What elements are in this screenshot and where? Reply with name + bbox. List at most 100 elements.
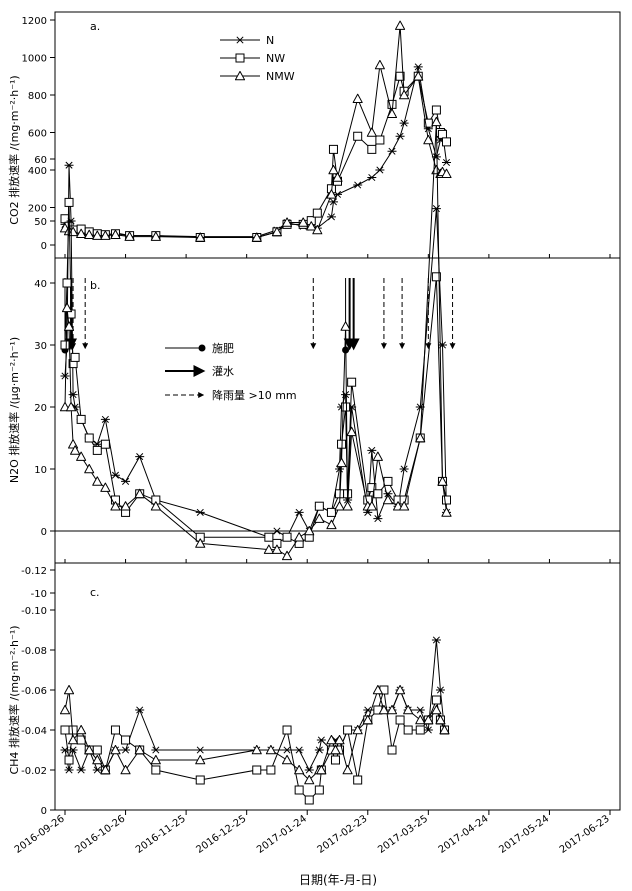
panel-a: a. 0 200 400 600 800 1000 1200 CO2 排放速率 /(mg·m… — [7, 11, 621, 259]
square-marker-nw — [442, 137, 451, 147]
triangle-marker-nmw — [84, 464, 95, 474]
legend-a-item-nmw: NMW — [220, 70, 295, 83]
x-tick-label: 2016-12-25 — [194, 813, 248, 855]
triangle-marker-nmw — [60, 705, 70, 715]
triangle-marker-nmw — [282, 550, 293, 561]
star-marker-n — [387, 147, 397, 155]
triangle-marker-nmw — [366, 127, 377, 137]
y-tick-label: 600 — [28, 129, 47, 140]
square-marker-nw — [415, 725, 425, 735]
star-marker-n — [366, 173, 377, 182]
star-marker-n — [92, 766, 103, 774]
square-marker-nw — [383, 476, 393, 486]
panel-a-plot — [60, 20, 452, 242]
legend-a-item-n: N — [220, 34, 274, 47]
x-tick-label: 2017-04-24 — [437, 813, 491, 855]
square-marker-nw — [92, 445, 102, 455]
y-tick-label: 0 — [41, 527, 47, 538]
panel-c-y-axis: 0 -0.02 -0.04 -0.06 -0.08 -0.10 -0.12 — [21, 566, 55, 817]
y-tick-label: -0.12 — [21, 566, 47, 577]
triangle-marker-nmw — [76, 725, 87, 735]
y-tick-label: -0.02 — [21, 766, 47, 777]
y-tick-label: 400 — [28, 166, 47, 177]
star-marker-n — [76, 766, 87, 774]
square-marker-nw — [195, 775, 205, 785]
fertilization-dot-icon — [198, 344, 206, 352]
triangle-marker-nmw — [326, 519, 337, 530]
square-marker-nw — [294, 785, 304, 795]
triangle-marker-nmw — [395, 20, 406, 30]
triangle-marker-nmw — [68, 439, 79, 449]
square-marker-nw — [92, 745, 102, 755]
star-marker-icon — [235, 36, 245, 44]
star-marker-n — [374, 166, 385, 174]
panel-c-ylabel: CH4 排放速率 /(mg·m⁻²·h⁻¹) — [7, 625, 21, 774]
x-tick-label: 2017-02-23 — [316, 813, 370, 855]
triangle-marker-nmw — [100, 482, 111, 492]
y-tick-label: 20 — [34, 403, 47, 414]
y-tick-label: -0.06 — [21, 686, 47, 697]
square-marker-nw — [328, 144, 338, 154]
svg-text:降雨量 >10 mm: 降雨量 >10 mm — [212, 388, 297, 402]
panel-b: b. -10 0 10 20 30 40 50 60 N2O 排放速率 /(μg·m⁻²·h⁻… — [7, 116, 621, 600]
square-marker-nw — [367, 144, 377, 154]
y-tick-label: 30 — [34, 341, 47, 352]
y-tick-label: 40 — [34, 279, 47, 290]
y-tick-label: -0.08 — [21, 646, 47, 657]
star-marker-n — [120, 746, 131, 754]
square-marker-nw — [314, 785, 324, 795]
panel-b-frame — [54, 257, 621, 564]
square-marker-nw — [395, 715, 405, 725]
triangle-marker-nmw — [334, 501, 345, 511]
y-tick-label: -0.10 — [21, 606, 47, 617]
square-marker-nw — [282, 532, 292, 542]
square-marker-nw — [431, 105, 441, 115]
star-marker-n — [150, 746, 161, 754]
square-marker-nw — [304, 795, 314, 805]
triangle-marker-nmw — [282, 755, 293, 765]
square-marker-nw — [403, 725, 413, 735]
star-marker-n — [399, 119, 410, 127]
square-marker-nw — [151, 765, 161, 775]
square-marker-nw — [264, 532, 274, 542]
square-marker-nw — [353, 131, 363, 141]
square-marker-nw — [84, 433, 94, 443]
y-tick-label: 60 — [34, 155, 47, 166]
series-line-nmw — [64, 121, 447, 557]
square-marker-nw — [437, 129, 447, 139]
star-marker-n — [294, 746, 305, 754]
panel-c-label: c. — [90, 586, 100, 599]
svg-text:NMW: NMW — [266, 70, 295, 83]
y-tick-label: 0 — [41, 806, 47, 817]
square-marker-nw — [110, 725, 120, 735]
star-marker-n — [134, 452, 145, 461]
x-axis-label: 日期(年-月-日) — [299, 873, 377, 887]
panel-c-frame — [54, 562, 621, 811]
panel-b-events — [61, 278, 456, 354]
star-marker-n — [134, 706, 145, 714]
panel-a-ylabel: CO2 排放速率 /(mg·m⁻²·h⁻¹) — [7, 75, 21, 224]
svg-text:灌水: 灌水 — [212, 365, 234, 378]
x-tick-label: 2016-10-26 — [73, 813, 127, 855]
square-marker-nw — [64, 197, 74, 207]
square-marker-nw — [431, 695, 441, 705]
legend-a-item-nw: NW — [220, 52, 285, 65]
square-marker-nw — [70, 352, 80, 362]
series-line-nw — [64, 689, 445, 801]
triangle-marker-nmw — [120, 765, 131, 775]
square-marker-nw — [252, 765, 262, 775]
triangle-marker-nmw — [352, 93, 363, 104]
triangle-marker-nmw — [328, 165, 339, 175]
y-tick-label: 10 — [34, 465, 47, 476]
square-marker-nw — [62, 278, 72, 288]
x-tick-label: 2016-09-26 — [13, 813, 67, 855]
star-marker-n — [415, 706, 426, 714]
legend-b-item-irrig: 灌水 — [165, 365, 234, 378]
y-tick-label: -0.04 — [21, 726, 47, 737]
square-marker-nw — [68, 725, 78, 735]
square-marker-nw — [282, 725, 292, 735]
square-marker-nw — [60, 214, 70, 224]
star-marker-n — [352, 181, 363, 189]
y-tick-label: 1200 — [22, 16, 47, 27]
x-tick-label: 2017-03-25 — [376, 813, 430, 855]
